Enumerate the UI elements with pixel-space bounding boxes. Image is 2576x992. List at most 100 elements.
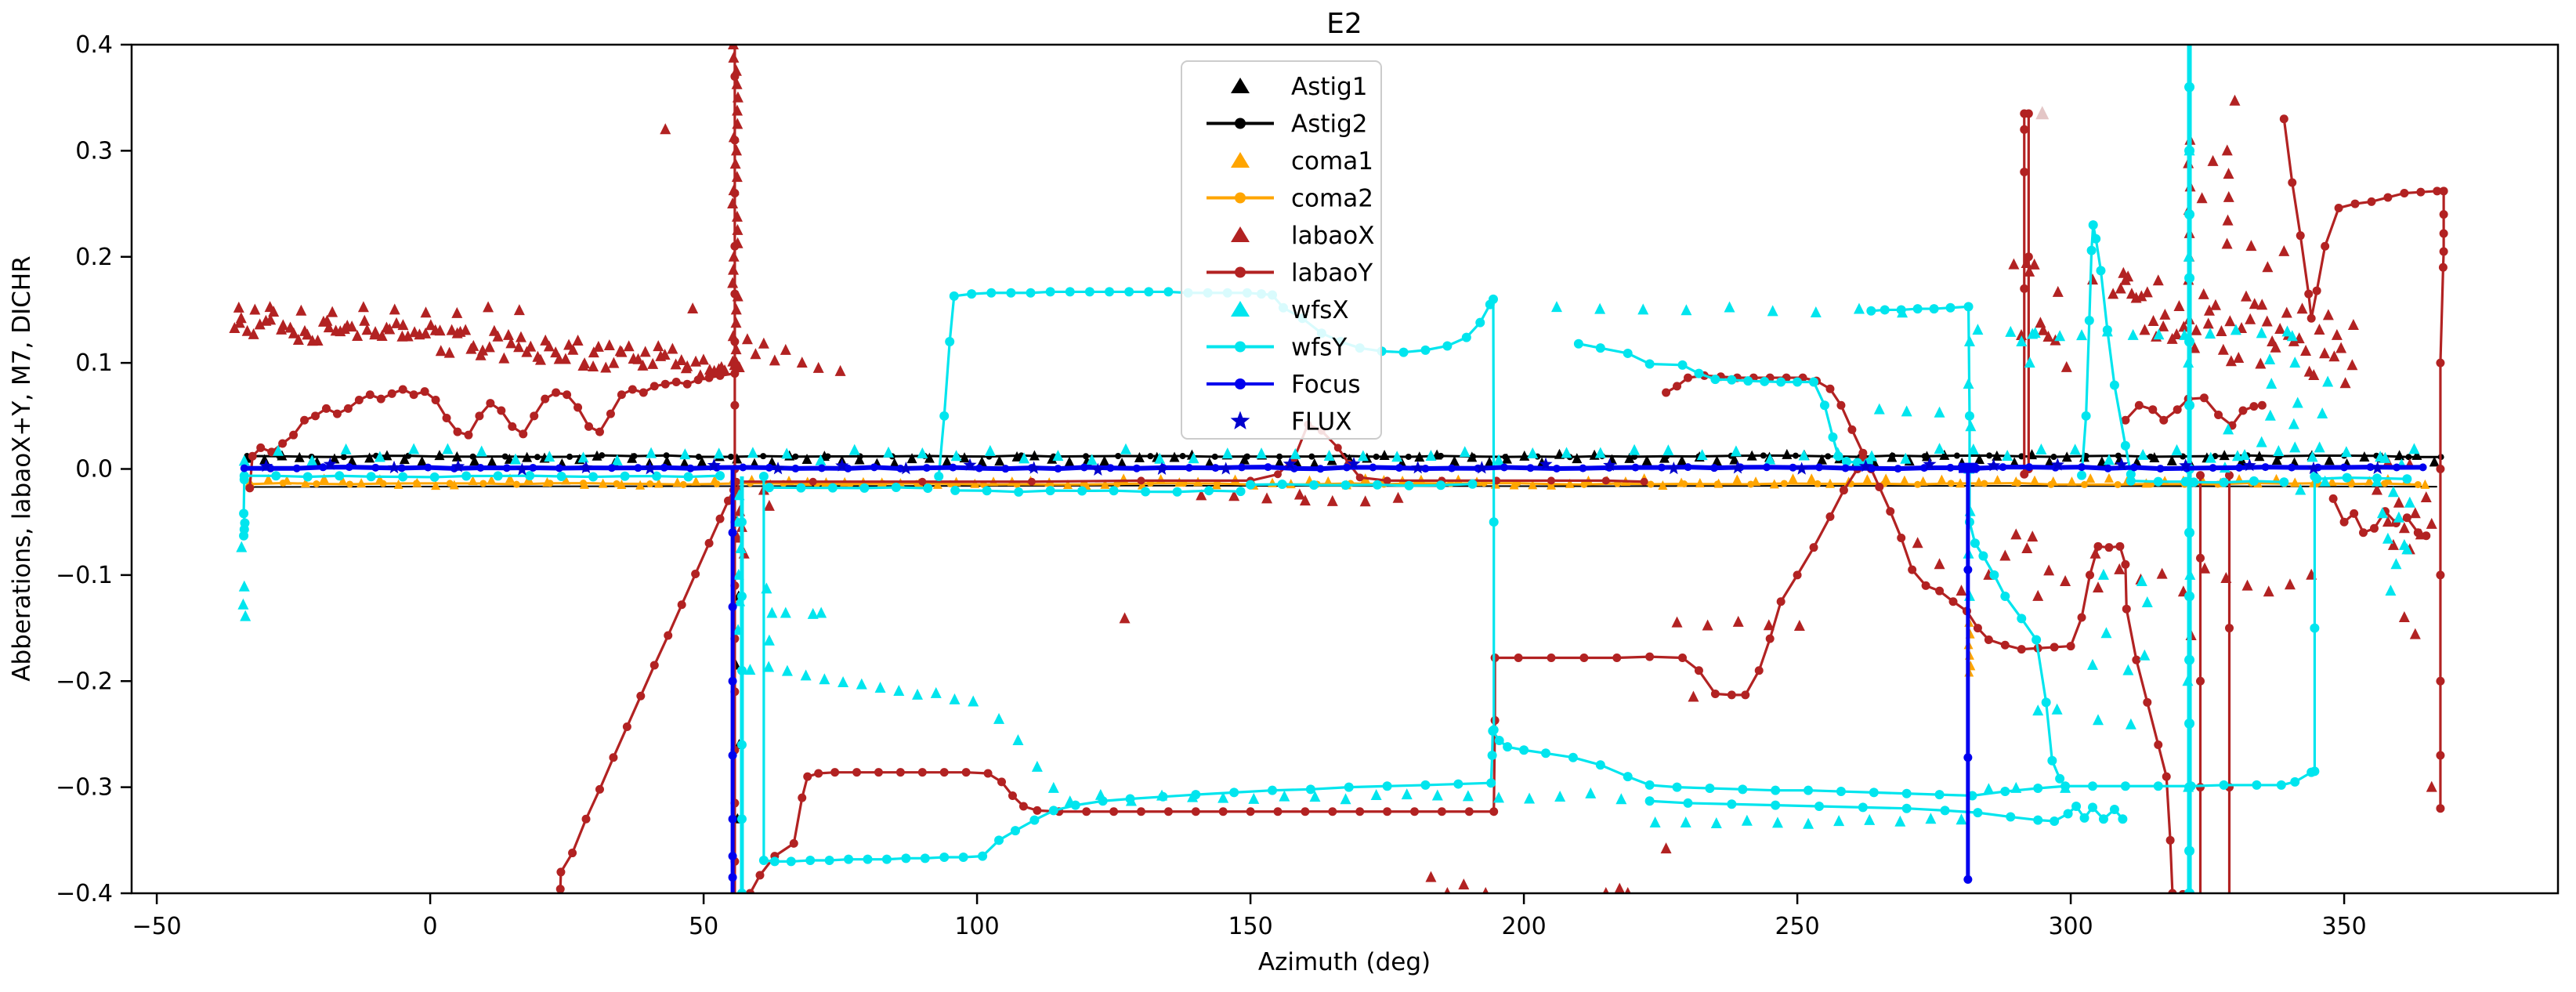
triangle-marker [2224, 315, 2236, 327]
point-marker [791, 464, 800, 472]
point-marker [1409, 807, 1419, 816]
triangle-marker [434, 324, 446, 336]
triangle-marker [1509, 480, 1519, 490]
point-marker [1852, 458, 1862, 468]
triangle-marker [1086, 454, 1098, 465]
point-marker [1579, 653, 1589, 662]
triangle-marker [2263, 585, 2274, 597]
triangle-marker [1484, 456, 1495, 467]
triangle-marker [763, 661, 775, 672]
y-axis-label: Abberations, labaoX+Y, M7, DICHR [8, 255, 36, 681]
triangle-marker [323, 321, 335, 333]
triangle-marker [2207, 154, 2219, 166]
triangle-marker [1972, 324, 1984, 335]
point-marker [1612, 653, 1622, 662]
triangle-marker [834, 364, 846, 376]
point-marker [1623, 348, 1633, 358]
legend-label: Focus [1291, 371, 1361, 399]
triangle-marker [1641, 454, 1652, 465]
point-marker [939, 411, 950, 421]
triangle-marker [2222, 214, 2234, 226]
point-marker [1109, 807, 1119, 816]
triangle-marker [2241, 579, 2253, 591]
point-marker [2196, 553, 2205, 563]
triangle-marker [2141, 596, 2153, 608]
point-marker [2422, 531, 2431, 541]
point-marker [1869, 787, 1879, 798]
point-marker [1657, 463, 1666, 472]
point-marker [2369, 523, 2379, 533]
point-marker [387, 389, 396, 398]
triangle-marker [1099, 455, 1110, 466]
point-marker [1048, 806, 1058, 816]
triangle-marker [1154, 452, 1166, 464]
point-marker [1681, 480, 1688, 487]
point-marker [2238, 406, 2248, 415]
triangle-marker [2408, 443, 2420, 454]
point-marker [736, 665, 747, 675]
triangle-marker [2122, 270, 2134, 282]
triangle-marker [1359, 495, 1371, 507]
series-line [1250, 483, 1473, 487]
point-marker [609, 753, 618, 762]
star-marker [1411, 461, 1425, 474]
y-tick-label: −0.1 [56, 562, 113, 589]
point-marker [2096, 266, 2106, 276]
point-marker [2184, 718, 2195, 729]
triangle-marker [1798, 449, 1810, 461]
triangle-marker [237, 598, 249, 610]
point-marker [1640, 477, 1648, 486]
point-marker [1342, 463, 1351, 472]
point-marker [1809, 543, 1818, 552]
point-marker [1373, 480, 1383, 490]
point-marker [1027, 477, 1036, 486]
point-marker [730, 136, 740, 145]
triangle-marker [1833, 815, 1845, 827]
triangle-marker [498, 352, 510, 364]
point-marker [1144, 287, 1154, 297]
point-marker [649, 382, 659, 391]
triangle-marker [2030, 475, 2040, 485]
triangle-marker [659, 348, 671, 360]
point-marker [1963, 874, 1973, 884]
point-marker [796, 483, 806, 493]
point-marker [803, 772, 812, 781]
point-marker [335, 471, 345, 481]
point-marker [636, 691, 646, 701]
triangle-marker [592, 340, 604, 352]
point-marker [1054, 465, 1062, 473]
point-marker [949, 291, 959, 301]
point-marker [2082, 452, 2089, 459]
triangle-marker [2261, 315, 2273, 327]
point-marker [2184, 782, 2195, 793]
point-marker [1793, 570, 1802, 580]
point-marker [1789, 463, 1797, 472]
point-marker [1710, 689, 1720, 698]
point-marker [2081, 480, 2089, 488]
point-marker [2000, 640, 2010, 650]
point-marker [1963, 753, 1973, 762]
point-marker [1847, 425, 1857, 434]
point-marker [1793, 377, 1803, 387]
triangle-marker [1894, 815, 1906, 827]
triangle-marker [730, 343, 742, 355]
point-marker [2184, 654, 2195, 665]
triangle-marker [2273, 445, 2285, 457]
triangle-marker [647, 357, 659, 369]
triangle-marker [1934, 406, 1945, 418]
point-marker [1677, 360, 1688, 370]
triangle-marker [2393, 511, 2404, 523]
triangle-marker [559, 353, 571, 364]
triangle-marker [1444, 886, 1451, 893]
triangle-marker [588, 346, 599, 358]
legend-label: Astig2 [1291, 110, 1368, 139]
point-marker [2126, 476, 2136, 486]
triangle-marker [2387, 538, 2399, 550]
point-marker [1008, 791, 1017, 800]
point-marker [1947, 480, 1955, 487]
point-marker [1442, 341, 1453, 351]
triangle-marker [2339, 377, 2351, 389]
star-marker [451, 459, 465, 472]
point-marker [1908, 565, 1917, 574]
point-marker [745, 889, 754, 893]
